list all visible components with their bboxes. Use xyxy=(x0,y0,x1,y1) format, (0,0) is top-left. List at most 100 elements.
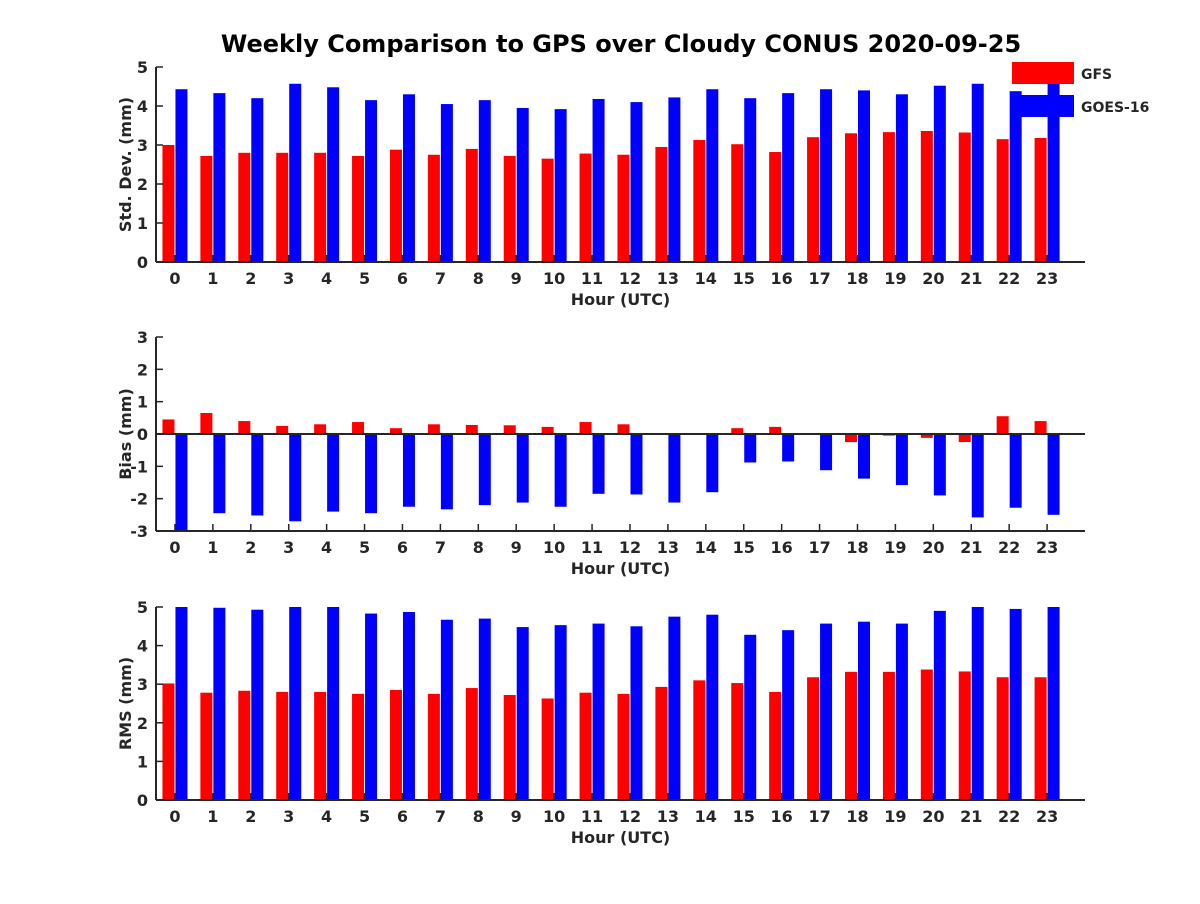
x-tick-label: 3 xyxy=(283,538,294,557)
legend-swatch-gfs xyxy=(1012,62,1074,84)
bar-gfs-3 xyxy=(276,152,289,262)
x-tick-label: 4 xyxy=(321,269,332,288)
bar-goes-16-16 xyxy=(782,93,795,262)
y-tick-label: 0 xyxy=(137,791,148,810)
bar-gfs-12 xyxy=(617,693,630,800)
x-tick-label: 3 xyxy=(283,807,294,826)
bar-goes-16-19 xyxy=(895,94,908,262)
bar-goes-16-17 xyxy=(820,434,833,471)
bar-gfs-3 xyxy=(276,425,289,434)
bar-gfs-2 xyxy=(238,421,251,434)
bar-goes-16-0 xyxy=(175,434,188,531)
bar-goes-16-14 xyxy=(706,434,719,493)
x-tick-label: 11 xyxy=(581,807,603,826)
bar-goes-16-15 xyxy=(744,434,757,463)
x-tick-label: 9 xyxy=(511,807,522,826)
bar-goes-16-1 xyxy=(213,93,226,262)
bar-goes-16-18 xyxy=(857,434,870,479)
y-tick-label: -2 xyxy=(130,490,148,509)
x-tick-label: 1 xyxy=(207,269,218,288)
bar-gfs-1 xyxy=(200,412,213,434)
bar-gfs-16 xyxy=(769,691,782,800)
bar-gfs-23 xyxy=(1034,421,1047,434)
bar-goes-16-10 xyxy=(554,109,567,262)
x-tick-label: 17 xyxy=(808,538,830,557)
bar-goes-16-5 xyxy=(365,434,378,514)
x-tick-label: 16 xyxy=(771,538,793,557)
bar-gfs-21 xyxy=(958,132,971,262)
bar-goes-16-9 xyxy=(516,627,529,800)
bar-goes-16-17 xyxy=(820,89,833,262)
bar-gfs-14 xyxy=(693,139,706,262)
bar-gfs-0 xyxy=(162,683,175,800)
x-tick-label: 9 xyxy=(511,269,522,288)
x-tick-label: 16 xyxy=(771,269,793,288)
bar-gfs-21 xyxy=(958,434,971,443)
bar-gfs-21 xyxy=(958,671,971,800)
x-tick-label: 15 xyxy=(733,269,755,288)
x-tick-label: 8 xyxy=(473,269,484,288)
bar-goes-16-19 xyxy=(895,623,908,800)
bar-gfs-17 xyxy=(807,677,820,800)
bar-goes-16-0 xyxy=(175,89,188,262)
x-tick-label: 2 xyxy=(245,807,256,826)
bar-gfs-18 xyxy=(844,133,857,262)
bar-goes-16-1 xyxy=(213,607,226,800)
bar-gfs-8 xyxy=(465,424,478,434)
x-tick-label: 7 xyxy=(435,807,446,826)
bar-goes-16-22 xyxy=(1009,608,1022,800)
bar-goes-16-4 xyxy=(327,87,340,262)
x-tick-label: 4 xyxy=(321,538,332,557)
bar-gfs-19 xyxy=(882,671,895,800)
bar-goes-16-1 xyxy=(213,434,226,514)
bar-goes-16-12 xyxy=(630,626,643,800)
bar-gfs-9 xyxy=(503,425,516,434)
bar-gfs-0 xyxy=(162,145,175,262)
x-tick-label: 7 xyxy=(435,538,446,557)
bars xyxy=(162,412,1060,531)
y-tick-label: 2 xyxy=(137,360,148,379)
bar-goes-16-6 xyxy=(402,94,415,262)
x-tick-label: 11 xyxy=(581,538,603,557)
bar-gfs-20 xyxy=(920,130,933,262)
x-tick-label: 6 xyxy=(397,807,408,826)
bar-gfs-5 xyxy=(352,693,365,800)
bar-gfs-4 xyxy=(314,152,327,262)
y-tick-label: 5 xyxy=(137,58,148,77)
bar-goes-16-10 xyxy=(554,434,567,507)
bar-goes-16-5 xyxy=(365,613,378,800)
bar-gfs-19 xyxy=(882,132,895,262)
bar-gfs-9 xyxy=(503,155,516,262)
y-tick-label: 3 xyxy=(137,136,148,155)
y-axis-label: Std. Dev. (mm) xyxy=(116,97,135,232)
bar-goes-16-4 xyxy=(327,607,340,800)
x-tick-label: 16 xyxy=(771,807,793,826)
x-tick-label: 23 xyxy=(1036,807,1058,826)
bar-goes-16-20 xyxy=(933,434,946,496)
bar-goes-16-17 xyxy=(820,623,833,800)
bar-goes-16-21 xyxy=(971,434,984,518)
bar-gfs-1 xyxy=(200,692,213,800)
y-tick-label: 1 xyxy=(137,752,148,771)
x-tick-label: 5 xyxy=(359,269,370,288)
bar-gfs-6 xyxy=(389,428,402,434)
x-tick-label: 14 xyxy=(695,807,717,826)
x-tick-label: 8 xyxy=(473,807,484,826)
bar-goes-16-2 xyxy=(251,609,264,800)
chart-title: Weekly Comparison to GPS over Cloudy CON… xyxy=(220,30,1022,58)
x-tick-label: 10 xyxy=(543,538,565,557)
bar-goes-16-21 xyxy=(971,607,984,800)
bar-goes-16-23 xyxy=(1047,434,1060,515)
bar-gfs-2 xyxy=(238,152,251,262)
x-axis-label: Hour (UTC) xyxy=(571,559,671,578)
y-tick-label: 3 xyxy=(137,675,148,694)
x-tick-label: 21 xyxy=(960,807,982,826)
bar-goes-16-14 xyxy=(706,614,719,800)
bars xyxy=(162,80,1060,262)
x-tick-label: 22 xyxy=(998,269,1020,288)
bar-goes-16-12 xyxy=(630,434,643,495)
x-tick-label: 1 xyxy=(207,807,218,826)
x-tick-label: 2 xyxy=(245,269,256,288)
